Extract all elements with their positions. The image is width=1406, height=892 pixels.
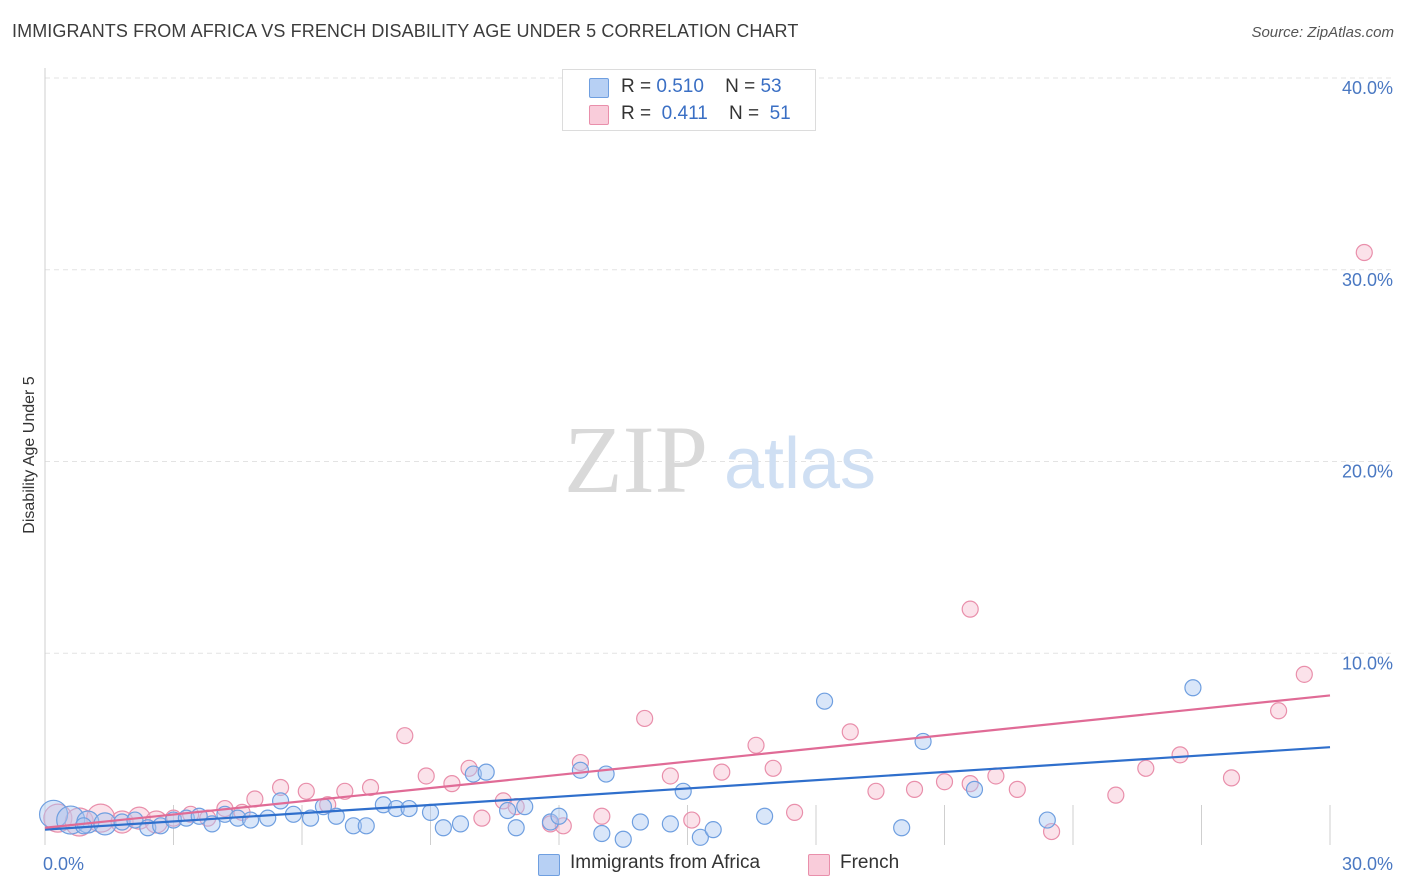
data-point-africa <box>507 819 525 837</box>
data-point-africa <box>704 821 722 839</box>
legend-n-french: 51 <box>769 103 791 124</box>
grid-lines <box>45 77 1392 654</box>
tick-labels: 10.0% 20.0% 30.0% 40.0% 0.0% 30.0% <box>43 78 1393 874</box>
data-point-africa <box>421 803 440 822</box>
data-point-french <box>271 778 290 797</box>
y-tick-label: 10.0% <box>1342 653 1393 673</box>
data-point-africa <box>242 811 260 829</box>
data-point-french <box>713 763 731 781</box>
axes <box>44 68 1331 845</box>
correlation-legend: R = 0.510 N = 53 R = 0.411 N = 51 <box>562 69 816 131</box>
data-point-africa <box>965 780 984 798</box>
series-africa-points <box>38 679 1202 848</box>
data-point-french <box>841 723 859 741</box>
bottom-legend-label-french: French <box>840 852 900 873</box>
data-point-french <box>935 773 954 791</box>
legend-r-french: 0.411 <box>661 103 708 124</box>
bottom-legend-swatch-africa <box>538 854 560 876</box>
data-point-french <box>661 767 679 785</box>
trend-lines <box>44 694 1331 831</box>
x-tick-label-min: 0.0% <box>43 854 84 874</box>
data-point-africa <box>661 815 679 833</box>
data-point-french <box>905 780 924 798</box>
data-point-africa <box>271 792 290 810</box>
data-point-africa <box>593 824 611 843</box>
chart-title: IMMIGRANTS FROM AFRICA VS FRENCH DISABIL… <box>12 21 799 41</box>
data-point-africa <box>499 801 517 820</box>
data-point-africa <box>259 809 277 827</box>
data-point-french <box>336 782 354 800</box>
data-point-french <box>961 600 979 618</box>
data-point-french <box>785 803 804 822</box>
data-point-french <box>683 811 701 829</box>
data-point-french <box>1295 665 1313 683</box>
data-point-french <box>473 809 491 827</box>
data-point-africa <box>477 763 495 781</box>
bottom-legend-swatch-french <box>808 854 830 876</box>
legend-n-label: N = <box>728 103 760 124</box>
data-point-africa <box>301 809 320 827</box>
data-point-africa <box>357 817 375 835</box>
legend-n-africa: 53 <box>760 76 782 97</box>
data-point-french <box>867 782 885 800</box>
data-point-french <box>443 775 461 793</box>
data-point-africa <box>614 830 632 848</box>
data-point-africa <box>1038 811 1056 829</box>
data-point-french <box>1137 759 1155 777</box>
data-point-french <box>396 727 414 745</box>
data-point-africa <box>674 782 692 800</box>
y-tick-label: 30.0% <box>1342 270 1393 290</box>
trend-line-french <box>44 694 1331 829</box>
data-point-french <box>593 807 611 825</box>
y-tick-label: 40.0% <box>1342 78 1393 98</box>
data-point-french <box>747 736 765 754</box>
data-point-french <box>1269 702 1288 720</box>
data-point-africa <box>93 812 117 836</box>
data-point-africa <box>550 807 568 825</box>
data-point-africa <box>464 765 482 783</box>
data-point-french <box>987 767 1005 785</box>
data-point-french <box>554 817 572 835</box>
data-point-africa <box>815 692 834 710</box>
data-point-africa <box>631 813 649 831</box>
data-point-french <box>361 778 380 797</box>
watermark-atlas: atlas <box>724 424 876 504</box>
data-point-africa <box>434 819 452 837</box>
data-point-french <box>1222 769 1241 787</box>
data-point-africa <box>516 798 534 816</box>
data-point-africa <box>691 828 709 846</box>
data-point-french <box>1008 780 1026 798</box>
legend-swatch-french <box>589 105 609 125</box>
trend-line-africa <box>44 746 1331 831</box>
data-point-french <box>1107 786 1125 804</box>
legend-r-africa: 0.510 <box>656 76 704 97</box>
bottom-legend-label-africa: Immigrants from Africa <box>570 852 761 873</box>
data-point-africa <box>571 761 590 779</box>
data-point-africa <box>755 807 774 825</box>
data-point-africa <box>1184 679 1202 697</box>
series-french-points <box>43 243 1373 841</box>
legend-r-label: R = <box>621 76 652 97</box>
data-point-africa <box>400 799 418 818</box>
data-point-french <box>1171 746 1189 764</box>
data-point-africa <box>344 817 362 835</box>
source-credit: Source: ZipAtlas.com <box>1251 24 1394 41</box>
data-point-french <box>417 767 435 785</box>
data-point-french <box>764 759 782 777</box>
data-point-africa <box>451 815 470 833</box>
watermark-zip: ZIP <box>564 406 708 513</box>
data-point-french <box>636 709 654 728</box>
data-point-africa <box>541 813 560 831</box>
data-point-french <box>297 782 315 800</box>
data-point-french <box>1355 243 1373 262</box>
y-tick-label: 20.0% <box>1342 462 1393 482</box>
watermark: ZIP atlas <box>564 406 876 513</box>
x-tick-label-max: 30.0% <box>1342 854 1393 874</box>
legend-r-label: R = <box>621 103 652 124</box>
legend-n-label: N = <box>725 76 756 97</box>
data-point-africa <box>893 819 911 837</box>
legend-swatch-africa <box>589 78 609 98</box>
